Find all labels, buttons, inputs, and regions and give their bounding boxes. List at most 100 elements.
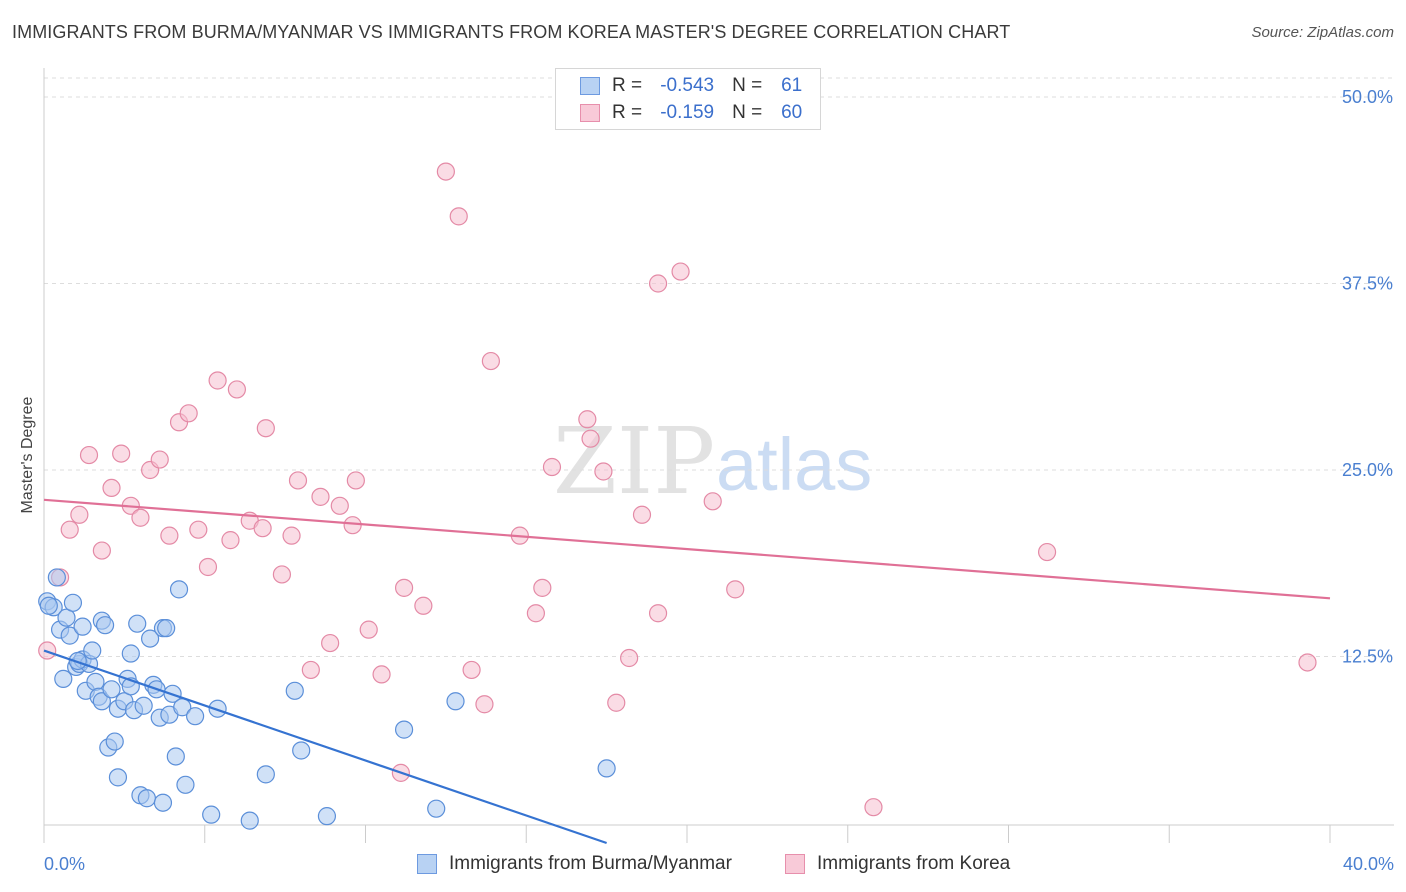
scatter-point <box>285 681 304 700</box>
scatter-point <box>475 695 494 714</box>
legend-r-value-korea: -0.159 <box>660 102 715 123</box>
scatter-point <box>63 593 83 612</box>
scatter-point <box>150 450 169 469</box>
legend-r-label: R = <box>612 102 643 123</box>
legend-n-label: N = <box>732 102 763 123</box>
scatter-point <box>86 672 105 691</box>
x-axis-ticks <box>43 825 1331 843</box>
y-tick-label: 50.0% <box>1342 87 1393 107</box>
scatter-point <box>427 799 446 818</box>
y-axis-tick-labels: 12.5% 25.0% 37.5% 50.0% <box>1342 87 1393 667</box>
scatter-point <box>108 768 128 787</box>
scatter-point <box>282 526 301 545</box>
y-tick-label: 12.5% <box>1342 647 1393 667</box>
scatter-point <box>607 693 626 712</box>
scatter-point <box>726 580 745 599</box>
scatter-point <box>346 471 365 490</box>
scatter-point <box>594 462 613 481</box>
watermark-zip-text: ZIP <box>553 408 715 515</box>
scatter-point <box>1298 653 1317 672</box>
scatter-point <box>301 660 320 680</box>
scatter-point <box>128 614 147 633</box>
scatter-point <box>134 696 153 715</box>
zipatlas-watermark: ZIP atlas <box>553 408 872 515</box>
scatter-point <box>288 471 308 490</box>
scatter-point <box>83 641 102 660</box>
scatter-point <box>112 444 131 463</box>
legend-r-value-burma: -0.543 <box>660 75 715 96</box>
bottom-legend-swatch-burma <box>417 854 437 874</box>
y-tick-label: 25.0% <box>1342 460 1393 480</box>
scatter-point <box>73 617 92 636</box>
scatter-point <box>414 596 433 615</box>
scatter-point <box>578 410 597 429</box>
scatter-point <box>169 580 189 599</box>
scatter-point <box>60 520 79 539</box>
scatter-point <box>343 516 362 535</box>
scatter-point <box>60 626 79 645</box>
scatter-point <box>198 557 218 577</box>
trend-lines <box>43 498 1331 845</box>
scatter-point <box>240 811 259 830</box>
legend-swatch-burma <box>580 77 600 95</box>
scatter-point <box>648 274 668 293</box>
scatter-point <box>160 526 179 545</box>
y-tick-label: 37.5% <box>1342 274 1393 294</box>
scatter-point <box>157 619 176 638</box>
scatter-point <box>703 492 722 511</box>
scatter-point <box>394 578 414 597</box>
scatter-point <box>256 765 275 784</box>
bottom-legend-label-burma: Immigrants from Burma/Myanmar <box>449 853 732 874</box>
scatter-point <box>131 508 150 527</box>
scatter-point <box>208 699 227 718</box>
scatter-point <box>153 793 173 812</box>
scatter-point <box>54 669 73 688</box>
legend-n-value-korea: 60 <box>781 102 803 123</box>
gridlines <box>44 77 1394 657</box>
scatter-point <box>372 665 391 684</box>
scatter-point <box>581 429 600 448</box>
source-label: Source: ZipAtlas.com <box>1251 24 1394 41</box>
correlation-legend: R = -0.543 N = 61 R = -0.159 N = 60 <box>555 68 821 130</box>
legend-row-burma: R = -0.543 N = 61 <box>580 74 802 98</box>
scatter-point <box>533 578 552 597</box>
scatter-point <box>208 371 227 390</box>
x-tick-label-max: 40.0% <box>1343 854 1394 874</box>
bottom-legend-swatch-korea <box>785 854 805 874</box>
scatter-point <box>39 596 58 615</box>
scatter-point <box>292 741 311 760</box>
legend-row-korea: R = -0.159 N = 60 <box>580 101 802 125</box>
scatter-point <box>620 648 639 668</box>
scatter-point <box>189 520 208 539</box>
scatter-point <box>253 519 272 538</box>
scatter-point <box>47 568 66 587</box>
series-korea-points <box>38 162 1317 817</box>
scatter-point <box>648 604 668 623</box>
bottom-legend-korea: Immigrants from Korea <box>785 852 1010 876</box>
scatter-point <box>102 478 121 498</box>
scatter-point <box>202 805 221 824</box>
scatter-point <box>394 720 414 739</box>
scatter-point <box>449 207 468 226</box>
scatter-point <box>92 692 111 711</box>
scatter-point <box>317 807 337 826</box>
chart-title: IMMIGRANTS FROM BURMA/MYANMAR VS IMMIGRA… <box>12 22 1011 42</box>
scatter-point <box>671 262 690 281</box>
legend-r-label: R = <box>612 75 643 96</box>
legend-swatch-korea <box>580 104 600 122</box>
scatter-point <box>864 798 883 817</box>
trend-line-korea <box>43 498 1331 600</box>
series-burma-points <box>38 568 616 830</box>
bottom-legend-burma: Immigrants from Burma/Myanmar <box>417 852 732 876</box>
scatter-point <box>227 380 246 399</box>
scatter-point <box>1037 542 1057 562</box>
scatter-point <box>321 633 340 653</box>
scatter-point <box>140 629 160 648</box>
scatter-point <box>105 732 124 751</box>
scatter-point <box>597 759 616 778</box>
scatter-point <box>95 616 115 635</box>
bottom-legend-label-korea: Immigrants from Korea <box>817 853 1011 874</box>
scatter-point <box>179 404 198 423</box>
scatter-point <box>79 445 99 465</box>
